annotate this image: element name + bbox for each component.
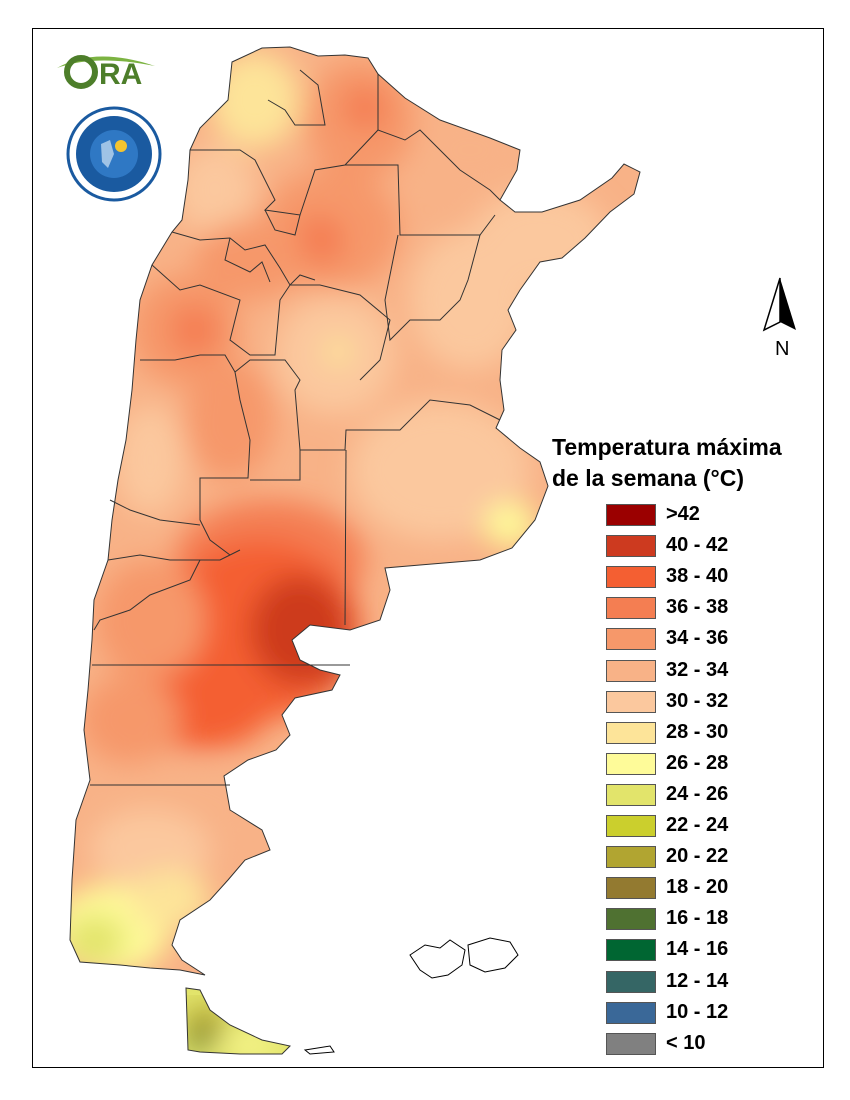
legend-swatch — [606, 597, 656, 620]
tierra-del-fuego — [186, 988, 290, 1054]
legend-label: 36 - 38 — [666, 596, 729, 619]
legend-label: 30 - 32 — [666, 689, 729, 712]
legend-item: 28 - 30 — [606, 720, 826, 744]
legend-swatch — [606, 939, 656, 962]
legend-item: 24 - 26 — [606, 782, 826, 806]
legend-swatch — [606, 815, 656, 837]
legend-item: >42 — [606, 502, 826, 526]
legend-swatch — [606, 721, 656, 744]
malvinas-islands — [409, 937, 519, 979]
legend-item: 18 - 20 — [606, 875, 826, 900]
legend-item: < 10 — [606, 1031, 826, 1055]
legend-label: >42 — [666, 503, 700, 525]
legend-title-line1: Temperatura máxima — [552, 434, 782, 460]
smn-logo — [66, 106, 162, 207]
legend-item: 12 - 14 — [606, 969, 826, 993]
legend-title-line2: de la semana (°C) — [552, 465, 744, 491]
legend-swatch — [606, 1001, 656, 1024]
legend-swatch — [606, 846, 656, 869]
legend-item: 14 - 16 — [606, 937, 826, 962]
legend-label: 10 - 12 — [666, 1000, 729, 1023]
ora-logo: RA — [55, 46, 165, 101]
legend-swatch — [606, 908, 656, 931]
legend-item: 40 - 42 — [606, 533, 826, 558]
legend-swatch — [606, 690, 656, 713]
legend-swatch — [606, 1032, 656, 1055]
legend-item: 34 - 36 — [606, 626, 826, 651]
smn-seal-icon — [66, 106, 162, 202]
legend-swatch — [606, 504, 656, 526]
legend-item: 36 - 38 — [606, 595, 826, 620]
north-arrow-icon — [762, 277, 796, 332]
legend-label: 38 - 40 — [666, 565, 729, 588]
legend-title: Temperatura máxima de la semana (°C) — [552, 432, 782, 494]
country-outline — [69, 46, 641, 976]
legend-item: 38 - 40 — [606, 564, 826, 589]
legend-label: 28 - 30 — [666, 720, 729, 743]
legend-item: 10 - 12 — [606, 1000, 826, 1024]
legend-item: 26 - 28 — [606, 751, 826, 775]
legend-swatch — [606, 783, 656, 806]
legend-label: 20 - 22 — [666, 845, 729, 868]
legend-item: 32 - 34 — [606, 658, 826, 682]
legend-item: 20 - 22 — [606, 844, 826, 869]
legend-label: 26 - 28 — [666, 751, 729, 774]
legend-swatch — [606, 877, 656, 900]
legend-item: 22 - 24 — [606, 813, 826, 837]
legend-label: 14 - 16 — [666, 938, 729, 961]
legend-item: 16 - 18 — [606, 906, 826, 931]
legend-swatch — [606, 659, 656, 682]
legend-label: 22 - 24 — [666, 814, 729, 836]
legend-label: 12 - 14 — [666, 969, 729, 992]
legend-label: 24 - 26 — [666, 782, 729, 805]
legend-swatch — [606, 970, 656, 993]
ora-logo-icon: RA — [57, 55, 155, 91]
legend-swatch — [606, 535, 656, 558]
north-arrow — [760, 276, 800, 341]
legend-label: 18 - 20 — [666, 876, 729, 899]
legend-swatch — [606, 752, 656, 775]
legend-label: 40 - 42 — [666, 534, 729, 557]
legend-label: < 10 — [666, 1031, 706, 1054]
legend-swatch — [606, 566, 656, 589]
north-label: N — [775, 338, 790, 360]
legend-label: 32 - 34 — [666, 658, 729, 681]
legend-item: 30 - 32 — [606, 689, 826, 713]
province-borders — [90, 69, 501, 786]
legend-label: 34 - 36 — [666, 627, 729, 650]
legend-label: 16 - 18 — [666, 907, 729, 930]
legend-swatch — [606, 628, 656, 651]
svg-text:RA: RA — [99, 58, 142, 91]
